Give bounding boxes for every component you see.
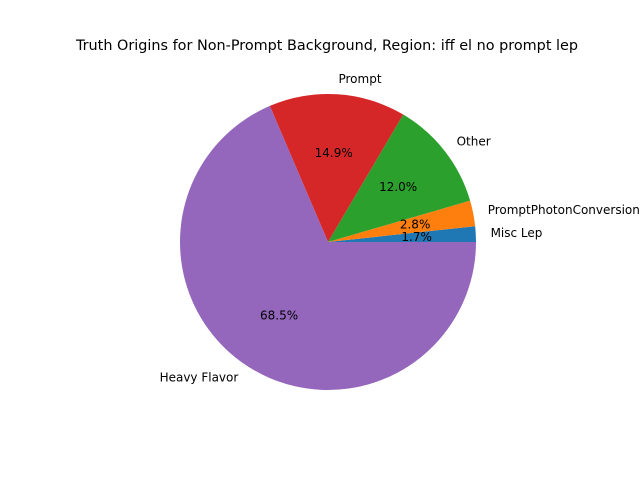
pie-slice-prompt (269, 94, 404, 242)
slice-percent-other: 12.0% (379, 180, 417, 194)
pie-slice-misc-lep (328, 226, 476, 242)
pie-slice-promptphotonconversions (328, 200, 476, 242)
pie-labels: Misc Lep 1.7% PromptPhotonConversions 2.8% O… (160, 72, 640, 384)
slice-percent-prompt: 14.9% (315, 146, 353, 160)
pie-slice-heavy-flavor (180, 105, 476, 390)
slice-label-heavy-flavor: Heavy Flavor (160, 370, 239, 384)
pie-slice-other (328, 114, 471, 242)
slice-label-prompt: Prompt (338, 72, 381, 86)
slice-label-promptphotonconversions: PromptPhotonConversions (488, 203, 640, 217)
slice-label-other: Other (457, 135, 491, 149)
pie-slices (180, 94, 476, 390)
slice-percent-promptphotonconversions: 2.8% (400, 217, 431, 231)
slice-percent-misc-lep: 1.7% (401, 230, 432, 244)
chart-title: Truth Origins for Non-Prompt Background,… (75, 38, 578, 54)
slice-label-misc-lep: Misc Lep (491, 226, 543, 240)
slice-percent-heavy-flavor: 68.5% (260, 309, 298, 323)
